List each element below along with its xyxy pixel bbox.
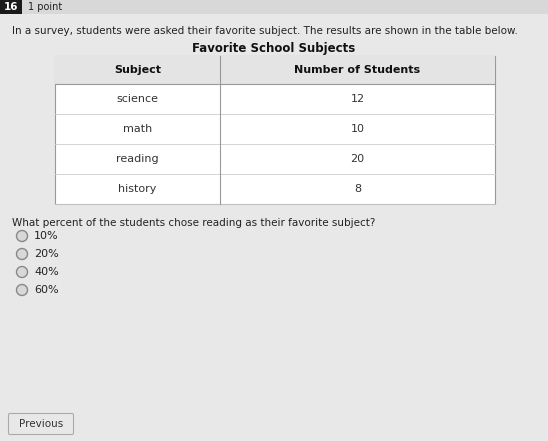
Bar xyxy=(55,56,495,204)
Text: Favorite School Subjects: Favorite School Subjects xyxy=(192,42,356,55)
Text: 12: 12 xyxy=(350,94,364,104)
Text: 1 point: 1 point xyxy=(28,2,62,12)
Circle shape xyxy=(16,248,27,259)
Text: What percent of the students chose reading as their favorite subject?: What percent of the students chose readi… xyxy=(12,218,375,228)
Text: 20: 20 xyxy=(350,154,364,164)
Text: 10: 10 xyxy=(351,124,364,134)
Text: 10%: 10% xyxy=(34,231,59,241)
Text: math: math xyxy=(123,124,152,134)
FancyBboxPatch shape xyxy=(9,414,73,434)
Text: Previous: Previous xyxy=(19,419,63,429)
Text: science: science xyxy=(117,94,158,104)
Circle shape xyxy=(16,284,27,295)
Text: In a survey, students were asked their favorite subject. The results are shown i: In a survey, students were asked their f… xyxy=(12,26,518,36)
Text: Number of Students: Number of Students xyxy=(294,65,420,75)
Text: 60%: 60% xyxy=(34,285,59,295)
Text: 16: 16 xyxy=(4,2,18,12)
Text: history: history xyxy=(118,184,157,194)
Text: 40%: 40% xyxy=(34,267,59,277)
Circle shape xyxy=(16,231,27,242)
Text: 20%: 20% xyxy=(34,249,59,259)
Bar xyxy=(55,56,495,84)
Bar xyxy=(0,0,22,14)
Text: reading: reading xyxy=(116,154,159,164)
Text: 8: 8 xyxy=(354,184,361,194)
Circle shape xyxy=(16,266,27,277)
Text: Subject: Subject xyxy=(114,65,161,75)
